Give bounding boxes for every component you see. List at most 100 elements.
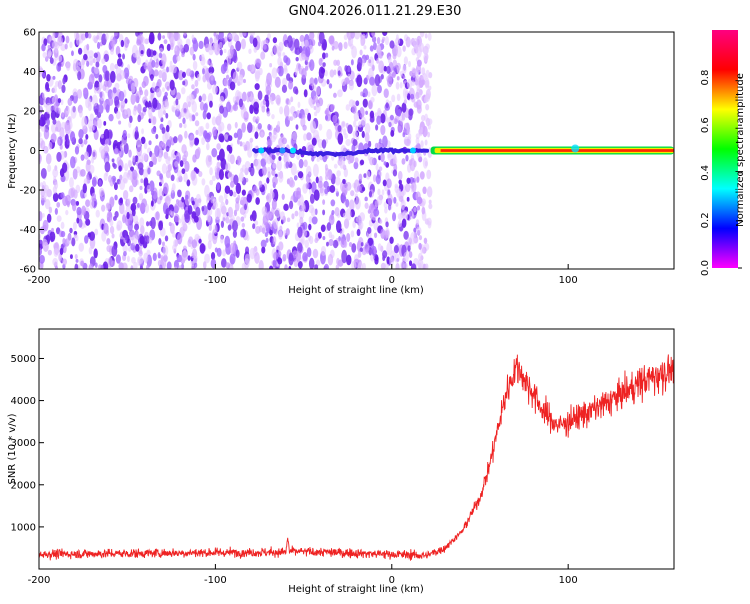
heatmap-cell bbox=[309, 32, 315, 40]
heatmap-cell bbox=[385, 221, 389, 228]
heatmap-cell bbox=[388, 100, 392, 108]
heatmap-cell bbox=[335, 188, 339, 193]
heatmap-cell bbox=[258, 180, 263, 188]
heatmap-cell bbox=[410, 93, 415, 100]
heatmap-cell bbox=[315, 176, 319, 184]
heatmap-cell bbox=[240, 38, 246, 50]
heatmap-cell bbox=[166, 43, 171, 52]
heatmap-cell bbox=[162, 110, 167, 115]
heatmap-cell bbox=[165, 145, 170, 152]
heatmap-cell bbox=[256, 116, 260, 122]
heatmap-cell bbox=[177, 189, 182, 198]
heatmap-cell bbox=[302, 252, 308, 262]
heatmap-cell bbox=[272, 37, 278, 44]
heatmap-cell bbox=[417, 258, 424, 269]
heatmap-cell bbox=[39, 211, 43, 222]
heatmap-cell bbox=[140, 178, 144, 184]
heatmap-cell bbox=[195, 112, 199, 117]
heatmap-cell bbox=[351, 144, 356, 153]
heatmap-cell bbox=[148, 140, 152, 146]
heatmap-cell bbox=[392, 156, 398, 166]
heatmap-cell bbox=[71, 50, 74, 57]
heatmap-cell bbox=[350, 230, 355, 238]
heatmap-cell bbox=[297, 226, 303, 238]
heatmap-cell bbox=[201, 178, 206, 186]
heatmap-cell bbox=[274, 207, 281, 218]
heatmap-cell bbox=[247, 148, 253, 158]
heatmap-cell bbox=[137, 162, 144, 170]
heatmap-cell bbox=[227, 135, 233, 142]
heatmap-cell bbox=[194, 233, 200, 242]
heatmap-cell bbox=[150, 190, 155, 196]
heatmap-cell bbox=[178, 137, 182, 144]
y-tick-label: -40 bbox=[20, 225, 36, 236]
heatmap-cell bbox=[418, 129, 423, 137]
colorbar-tick-label: 0.2 bbox=[700, 212, 711, 228]
heatmap-cell bbox=[76, 37, 82, 46]
heatmap-cell bbox=[427, 123, 431, 130]
heatmap-cell bbox=[78, 109, 83, 118]
heatmap-cell bbox=[266, 111, 271, 117]
heatmap-cell bbox=[134, 50, 141, 60]
heatmap-cell bbox=[273, 252, 279, 260]
heatmap-cell bbox=[98, 179, 102, 187]
heatmap-cell bbox=[74, 263, 79, 269]
heatmap-cell bbox=[406, 177, 411, 184]
heatmap-cell bbox=[158, 238, 162, 246]
heatmap-cell bbox=[403, 56, 409, 66]
heatmap-cell bbox=[322, 209, 326, 216]
heatmap-cell bbox=[39, 105, 43, 112]
heatmap-cell bbox=[383, 88, 389, 99]
heatmap-cell bbox=[99, 146, 105, 154]
heatmap-cell bbox=[249, 247, 256, 260]
heatmap-cell bbox=[324, 188, 329, 195]
snr-line-path bbox=[39, 354, 674, 561]
heatmap-cell bbox=[365, 54, 370, 60]
heatmap-cell bbox=[341, 78, 346, 87]
heatmap-cell bbox=[326, 222, 332, 231]
heatmap-cell bbox=[192, 154, 197, 163]
heatmap-cell bbox=[114, 147, 119, 155]
heatmap-cell bbox=[220, 64, 227, 75]
heatmap-cell bbox=[345, 181, 352, 191]
heatmap-cell bbox=[399, 81, 403, 89]
heatmap-cell bbox=[216, 247, 222, 258]
heatmap-cell bbox=[105, 202, 110, 209]
heatmap-cell bbox=[220, 201, 226, 213]
heatmap-cell bbox=[365, 110, 368, 116]
heatmap-cell bbox=[287, 35, 293, 49]
heatmap-cell bbox=[109, 62, 115, 73]
heatmap-cell bbox=[120, 100, 126, 109]
heatmap-cell bbox=[264, 152, 269, 163]
heatmap-cell bbox=[298, 45, 303, 54]
heatmap-cell bbox=[392, 212, 397, 222]
heatmap-cell bbox=[207, 202, 212, 211]
heatmap-cell bbox=[162, 132, 168, 143]
heatmap-cell bbox=[249, 32, 256, 37]
heatmap-cell bbox=[88, 263, 94, 269]
heatmap-cell bbox=[327, 253, 334, 266]
heatmap-cell bbox=[254, 83, 260, 91]
heatmap-cell bbox=[348, 80, 355, 91]
heatmap-cell bbox=[294, 67, 299, 76]
heatmap-cell bbox=[117, 53, 122, 58]
heatmap-cell bbox=[139, 235, 145, 245]
heatmap-cell bbox=[189, 46, 195, 56]
heatmap-cell bbox=[107, 97, 114, 106]
heatmap-cell bbox=[146, 221, 150, 227]
heatmap-cell bbox=[418, 252, 423, 262]
heatmap-cell bbox=[93, 86, 98, 94]
heatmap-cell bbox=[264, 232, 268, 238]
heatmap-cell bbox=[419, 32, 425, 38]
heatmap-cell bbox=[45, 102, 52, 114]
heatmap-cell bbox=[426, 186, 433, 198]
heatmap-cell bbox=[83, 53, 88, 61]
heatmap-cell bbox=[328, 238, 334, 247]
heatmap-cell bbox=[191, 200, 195, 206]
heatmap-cell bbox=[89, 113, 94, 122]
heatmap-cell bbox=[389, 114, 394, 121]
heatmap-cell bbox=[373, 208, 380, 217]
heatmap-cell bbox=[418, 242, 422, 250]
heatmap-cell bbox=[39, 239, 43, 244]
y-tick-label: 5000 bbox=[11, 354, 36, 365]
